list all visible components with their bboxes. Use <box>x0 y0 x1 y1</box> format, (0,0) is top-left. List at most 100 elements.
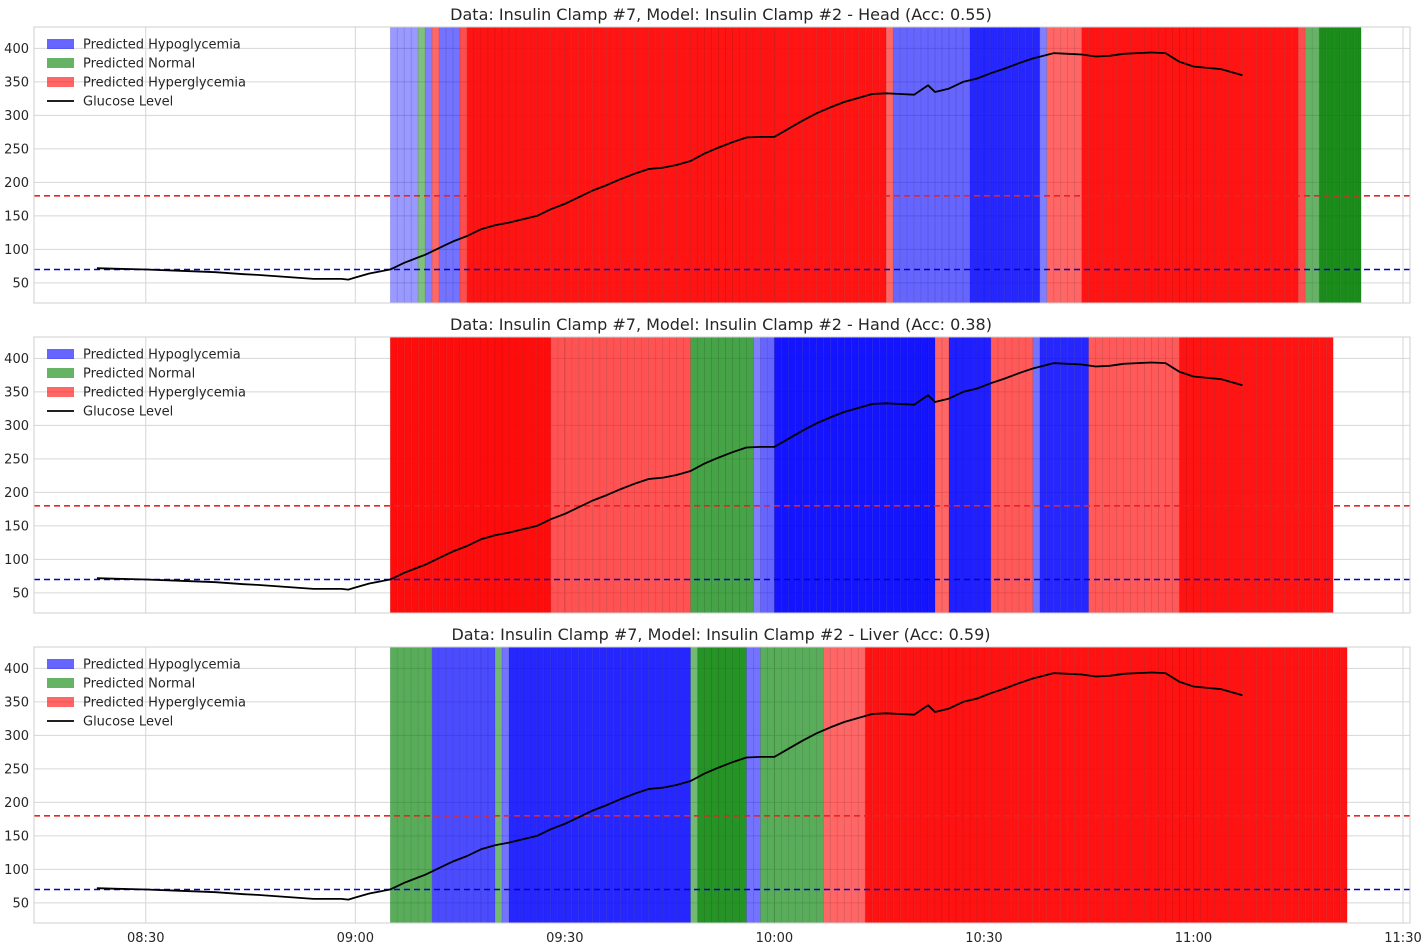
prediction-band-hyper <box>620 26 629 304</box>
prediction-band-hyper <box>1018 646 1027 924</box>
prediction-band-normal <box>760 646 768 924</box>
prediction-band-hyper <box>634 26 642 304</box>
prediction-band-hyper <box>564 26 573 304</box>
prediction-band-hyper <box>1123 646 1131 924</box>
prediction-band-hyper <box>585 336 594 614</box>
prediction-band-normal <box>389 646 398 924</box>
prediction-band-hyper <box>990 646 999 924</box>
legend-label-hyper: Predicted Hyperglycemia <box>83 696 246 711</box>
axes-frame <box>33 26 1411 304</box>
prediction-band-hyper <box>522 26 531 304</box>
prediction-band-hyper <box>941 336 950 614</box>
prediction-band-hyper <box>857 646 866 924</box>
x-tick-label: 10:30 <box>965 931 1002 946</box>
legend: Predicted Hypoglycemia Predicted Normal Pr… <box>47 348 246 420</box>
prediction-band-hyper <box>634 336 642 614</box>
prediction-band-hyper <box>1332 646 1341 924</box>
y-tick-label: 100 <box>4 243 29 258</box>
prediction-band-normal <box>802 646 810 924</box>
prediction-band-hyper <box>732 26 740 304</box>
prediction-band-hypo <box>976 26 985 304</box>
prediction-band-hyper <box>955 646 964 924</box>
prediction-band-hyper <box>1263 646 1271 924</box>
prediction-band-hyper <box>802 26 810 304</box>
prediction-band-hypo <box>452 646 461 924</box>
prediction-band-hypo <box>487 646 496 924</box>
prediction-band-hypo <box>969 26 978 304</box>
prediction-band-hyper <box>1179 336 1187 614</box>
prediction-band-normal <box>1346 26 1355 304</box>
prediction-band-hypo <box>543 646 552 924</box>
prediction-band-hyper <box>683 336 691 614</box>
prediction-band-hyper <box>1053 646 1062 924</box>
prediction-band-hypo <box>829 336 838 614</box>
prediction-band-hyper <box>424 336 433 614</box>
prediction-band-hyper <box>739 26 747 304</box>
legend-swatch-normal <box>47 678 74 688</box>
prediction-band-hyper <box>578 26 587 304</box>
y-tick-label: 400 <box>4 352 29 367</box>
prediction-band-hyper <box>920 646 929 924</box>
prediction-band-hyper <box>822 646 831 924</box>
legend-label-glucose: Glucose Level <box>83 405 173 420</box>
prediction-band-hypo <box>983 26 992 304</box>
prediction-band-hyper <box>515 336 524 614</box>
prediction-band-hyper <box>655 336 663 614</box>
prediction-band-hyper <box>1263 336 1271 614</box>
prediction-band-hyper <box>843 646 852 924</box>
prediction-band-hypo <box>746 646 754 924</box>
prediction-band-hyper <box>1158 26 1166 304</box>
prediction-band-hyper <box>473 26 482 304</box>
prediction-band-hyper <box>1081 26 1090 304</box>
legend-swatch-hyper <box>47 77 74 87</box>
panel-liver: Data: Insulin Clamp #7, Model: Insulin C… <box>4 625 1422 946</box>
y-tick-label: 100 <box>4 553 29 568</box>
prediction-band-hyper <box>829 26 838 304</box>
prediction-band-hypo <box>627 646 635 924</box>
prediction-band-hyper <box>459 26 468 304</box>
prediction-band-hyper <box>1256 336 1264 614</box>
y-tick-label: 150 <box>4 829 29 844</box>
prediction-band-hyper <box>1060 646 1069 924</box>
prediction-band-hyper <box>1067 26 1076 304</box>
prediction-band-hypo <box>1046 336 1055 614</box>
prediction-band-hyper <box>1067 646 1076 924</box>
prediction-band-normal <box>410 646 419 924</box>
prediction-band-hyper <box>1130 646 1138 924</box>
prediction-band-hyper <box>795 26 803 304</box>
prediction-band-hypo <box>850 336 859 614</box>
y-tick-label: 400 <box>4 42 29 57</box>
prediction-band-normal <box>725 336 733 614</box>
prediction-band-hyper <box>522 336 531 614</box>
prediction-band-hyper <box>1144 646 1152 924</box>
legend-label-hypo: Predicted Hypoglycemia <box>83 348 241 363</box>
prediction-band-hyper <box>1095 646 1103 924</box>
prediction-band-hyper <box>690 26 698 304</box>
y-tick-label: 200 <box>4 176 29 191</box>
legend: Predicted Hypoglycemia Predicted Normal Pr… <box>47 658 246 730</box>
prediction-band-hypo <box>822 336 831 614</box>
prediction-band-normal <box>690 336 698 614</box>
prediction-band-hyper <box>487 26 496 304</box>
prediction-band-normal <box>697 336 705 614</box>
legend-label-normal: Predicted Normal <box>83 367 195 382</box>
prediction-band-hyper <box>1025 336 1034 614</box>
prediction-band-hyper <box>864 646 873 924</box>
prediction-band-normal <box>739 336 747 614</box>
prediction-band-normal <box>1304 26 1313 304</box>
prediction-band-hyper <box>501 336 510 614</box>
prediction-band-hyper <box>976 646 985 924</box>
prediction-band-hypo <box>760 336 768 614</box>
prediction-band-hypo <box>934 26 943 304</box>
prediction-band-hyper <box>459 336 468 614</box>
prediction-band-hyper <box>585 26 594 304</box>
y-tick-label: 300 <box>4 729 29 744</box>
panel-title: Data: Insulin Clamp #7, Model: Insulin C… <box>450 5 992 24</box>
prediction-band-hyper <box>885 26 894 304</box>
prediction-band-hyper <box>627 26 635 304</box>
prediction-band-hyper <box>557 26 566 304</box>
prediction-band-hyper <box>543 26 552 304</box>
prediction-band-hyper <box>494 26 503 304</box>
prediction-band-normal <box>424 646 433 924</box>
prediction-band-normal <box>417 26 426 304</box>
